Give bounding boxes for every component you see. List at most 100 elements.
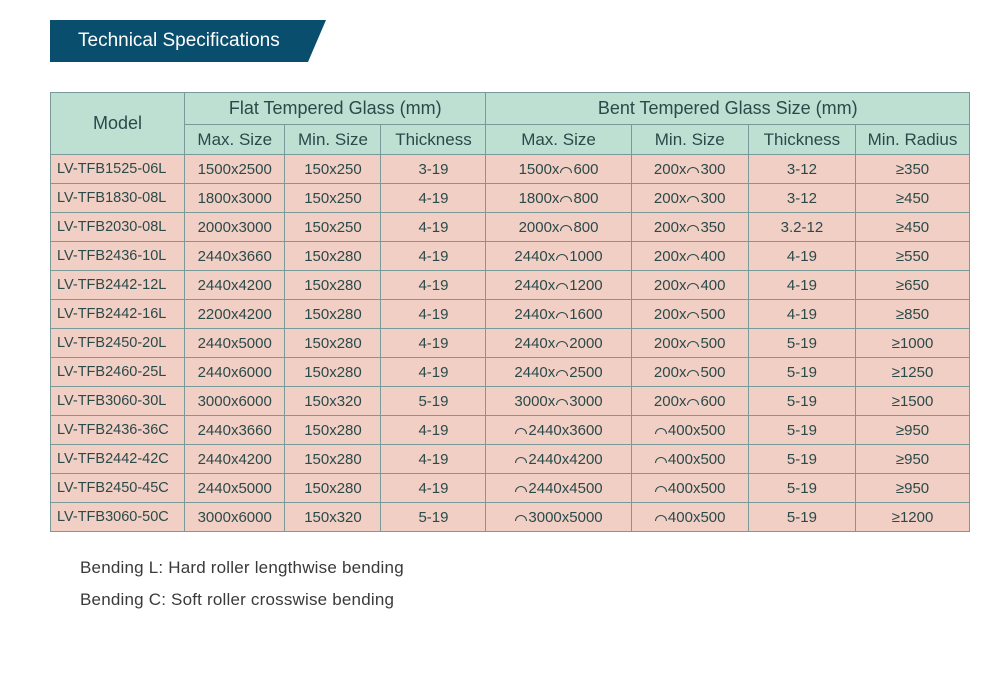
arc-icon (655, 486, 667, 492)
header-row-sub: Max. Size Min. Size Thickness Max. Size … (51, 125, 970, 155)
arc-icon (687, 196, 699, 202)
cell-model: LV-TFB3060-30L (51, 387, 185, 416)
table-row: LV-TFB1830-08L1800x3000150x2504-191800x8… (51, 184, 970, 213)
cell-fth: 3-19 (381, 155, 486, 184)
cell-bmin: 200x500 (631, 358, 748, 387)
arc-icon (687, 167, 699, 173)
arc-icon (687, 254, 699, 260)
cell-bmin: 200x600 (631, 387, 748, 416)
title-banner: Technical Specifications (50, 20, 308, 62)
spec-table: Model Flat Tempered Glass (mm) Bent Temp… (50, 92, 970, 532)
cell-bmin: 200x500 (631, 300, 748, 329)
arc-icon (560, 225, 572, 231)
cell-brad: ≥950 (856, 474, 970, 503)
cell-brad: ≥350 (856, 155, 970, 184)
cell-bth: 4-19 (748, 300, 855, 329)
cell-brad: ≥1250 (856, 358, 970, 387)
cell-bmax: 1500x600 (486, 155, 631, 184)
cell-fmax: 3000x6000 (184, 387, 284, 416)
cell-bth: 5-19 (748, 503, 855, 532)
col-header-bth: Thickness (748, 125, 855, 155)
col-header-fmin: Min. Size (285, 125, 381, 155)
col-header-fth: Thickness (381, 125, 486, 155)
cell-bmax: 2440x1000 (486, 242, 631, 271)
cell-bmin: 200x400 (631, 271, 748, 300)
table-row: LV-TFB2030-08L2000x3000150x2504-192000x8… (51, 213, 970, 242)
table-body: LV-TFB1525-06L1500x2500150x2503-191500x6… (51, 155, 970, 532)
arc-icon (556, 254, 568, 260)
arc-icon (515, 515, 527, 521)
notes-block: Bending L: Hard roller lengthwise bendin… (80, 552, 970, 617)
arc-icon (687, 225, 699, 231)
cell-bth: 3-12 (748, 184, 855, 213)
arc-icon (687, 341, 699, 347)
cell-model: LV-TFB2442-16L (51, 300, 185, 329)
cell-model: LV-TFB1830-08L (51, 184, 185, 213)
cell-fmin: 150x280 (285, 300, 381, 329)
cell-bth: 5-19 (748, 358, 855, 387)
arc-icon (515, 457, 527, 463)
cell-fmax: 2440x4200 (184, 271, 284, 300)
cell-brad: ≥450 (856, 213, 970, 242)
cell-bth: 5-19 (748, 445, 855, 474)
col-header-bmin: Min. Size (631, 125, 748, 155)
cell-fmax: 2440x4200 (184, 445, 284, 474)
cell-bth: 5-19 (748, 329, 855, 358)
cell-brad: ≥950 (856, 445, 970, 474)
table-row: LV-TFB1525-06L1500x2500150x2503-191500x6… (51, 155, 970, 184)
header-row-top: Model Flat Tempered Glass (mm) Bent Temp… (51, 93, 970, 125)
cell-bth: 5-19 (748, 474, 855, 503)
cell-bth: 5-19 (748, 387, 855, 416)
cell-bth: 4-19 (748, 271, 855, 300)
cell-fth: 4-19 (381, 474, 486, 503)
cell-bmax: 2440x3600 (486, 416, 631, 445)
arc-icon (515, 486, 527, 492)
cell-fth: 4-19 (381, 271, 486, 300)
arc-icon (556, 312, 568, 318)
cell-bmin: 200x300 (631, 155, 748, 184)
cell-bmin: 400x500 (631, 474, 748, 503)
table-row: LV-TFB2442-12L2440x4200150x2804-192440x1… (51, 271, 970, 300)
cell-bmax: 2440x2500 (486, 358, 631, 387)
col-header-flat: Flat Tempered Glass (mm) (184, 93, 485, 125)
cell-brad: ≥1200 (856, 503, 970, 532)
cell-bth: 4-19 (748, 242, 855, 271)
cell-bmin: 200x400 (631, 242, 748, 271)
cell-fmax: 2440x5000 (184, 474, 284, 503)
col-header-bmax: Max. Size (486, 125, 631, 155)
arc-icon (687, 370, 699, 376)
cell-model: LV-TFB2442-12L (51, 271, 185, 300)
table-row: LV-TFB2450-45C2440x5000150x2804-192440x4… (51, 474, 970, 503)
cell-fmax: 1800x3000 (184, 184, 284, 213)
cell-fmax: 2200x4200 (184, 300, 284, 329)
table-row: LV-TFB3060-30L3000x6000150x3205-193000x3… (51, 387, 970, 416)
cell-fmax: 2440x3660 (184, 416, 284, 445)
cell-model: LV-TFB3060-50C (51, 503, 185, 532)
table-row: LV-TFB2436-36C2440x3660150x2804-192440x3… (51, 416, 970, 445)
cell-fmin: 150x280 (285, 242, 381, 271)
arc-icon (560, 196, 572, 202)
arc-icon (556, 399, 568, 405)
arc-icon (560, 167, 572, 173)
cell-fth: 4-19 (381, 300, 486, 329)
cell-fth: 4-19 (381, 358, 486, 387)
cell-model: LV-TFB2436-10L (51, 242, 185, 271)
cell-bmax: 3000x3000 (486, 387, 631, 416)
cell-bmin: 200x350 (631, 213, 748, 242)
col-header-brad: Min. Radius (856, 125, 970, 155)
cell-fmin: 150x280 (285, 474, 381, 503)
cell-bth: 5-19 (748, 416, 855, 445)
cell-fmin: 150x250 (285, 213, 381, 242)
cell-bmin: 200x300 (631, 184, 748, 213)
cell-brad: ≥450 (856, 184, 970, 213)
cell-fmin: 150x250 (285, 155, 381, 184)
col-header-bent: Bent Tempered Glass Size (mm) (486, 93, 970, 125)
cell-fmax: 2440x6000 (184, 358, 284, 387)
arc-icon (515, 428, 527, 434)
cell-fmin: 150x320 (285, 503, 381, 532)
cell-bth: 3.2-12 (748, 213, 855, 242)
cell-fmin: 150x280 (285, 329, 381, 358)
note-line-2: Bending C: Soft roller crosswise bending (80, 584, 970, 616)
cell-bmax: 3000x5000 (486, 503, 631, 532)
cell-fmax: 2000x3000 (184, 213, 284, 242)
